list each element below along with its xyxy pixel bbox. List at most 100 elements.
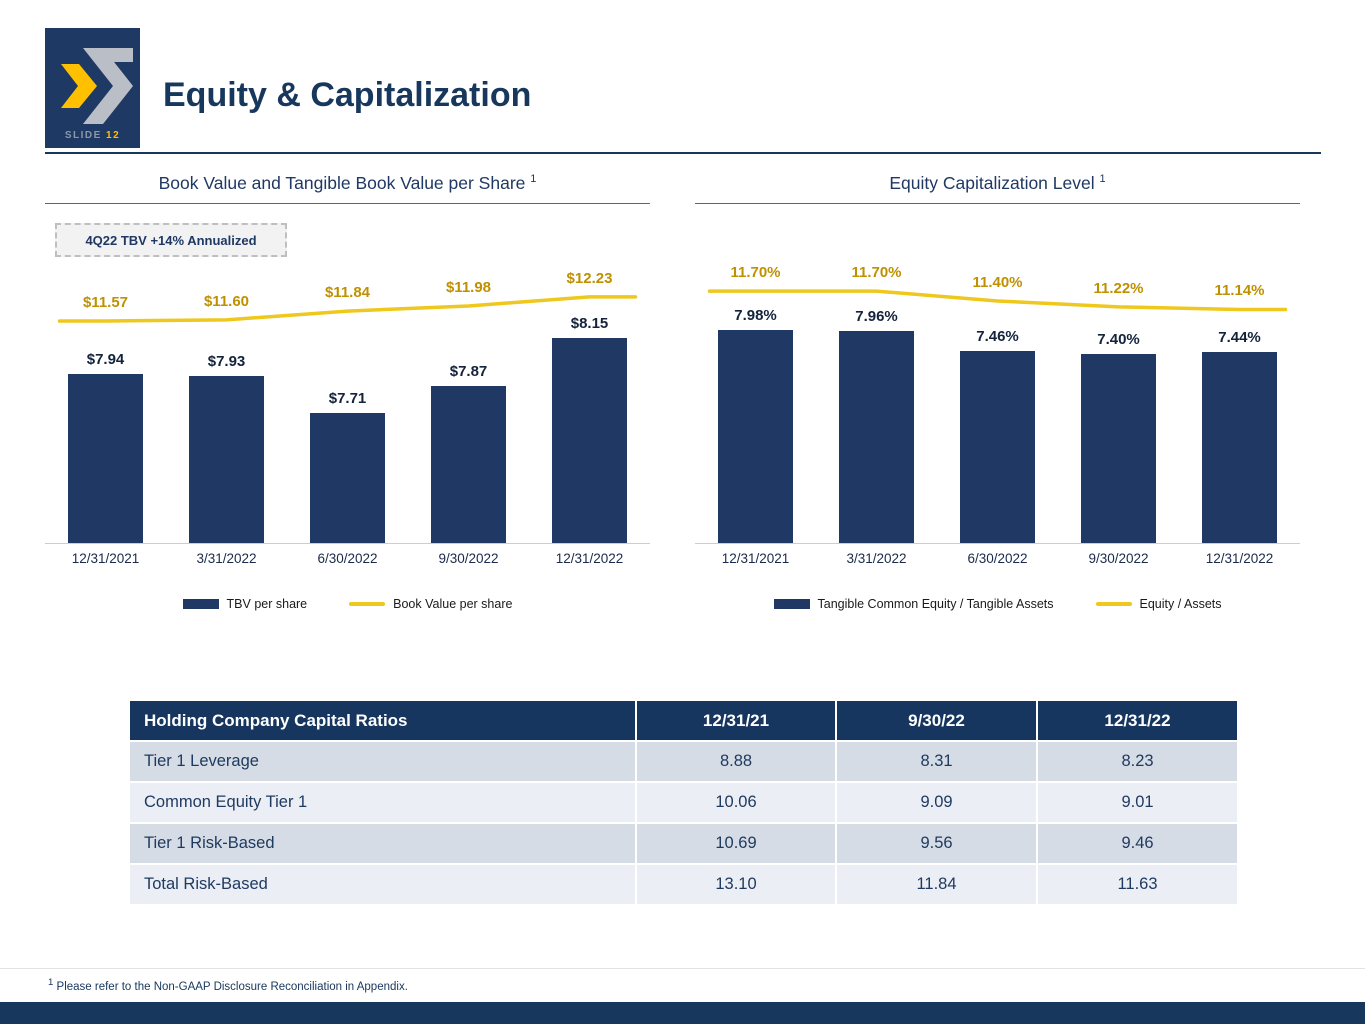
row-value: 11.63 — [1036, 863, 1237, 904]
bar-value-label: $7.93 — [207, 352, 246, 370]
right-chart-x-axis — [695, 543, 1300, 544]
footnote-text: Please refer to the Non-GAAP Disclosure … — [56, 980, 408, 993]
legend-label: Book Value per share — [393, 597, 513, 611]
row-value: 8.31 — [835, 740, 1036, 781]
legend-item-equity-assets: Equity / Assets — [1095, 597, 1222, 611]
left-chart-title-underline — [45, 203, 650, 204]
legend-label: Equity / Assets — [1139, 597, 1222, 611]
left-chart-legend: TBV per share Book Value per share — [45, 597, 650, 611]
slide-label: SLIDE — [64, 130, 102, 141]
left-chart-plot: $7.94 $7.93 $7.71 $7.87 $8.15 $11.57 $11.60 $11… — [45, 265, 650, 544]
x-axis-label: 6/30/2022 — [967, 551, 1028, 566]
row-value: 8.88 — [635, 740, 835, 781]
footer-divider — [0, 968, 1365, 969]
left-chart-title-footnote-ref: 1 — [530, 173, 537, 186]
row-label: Total Risk-Based — [130, 863, 635, 904]
table-row: Tier 1 Leverage 8.88 8.31 8.23 — [130, 740, 1237, 781]
bar-value-label: $7.87 — [449, 363, 488, 381]
header-divider — [45, 152, 1321, 154]
x-axis-label: 3/31/2022 — [846, 551, 907, 566]
line-value-label: $11.84 — [324, 284, 371, 302]
table-row: Tier 1 Risk-Based 10.69 9.56 9.46 — [130, 822, 1237, 863]
right-chart-title-text: Equity Capitalization Level — [889, 173, 1095, 193]
bar-value-label: $7.94 — [86, 351, 125, 369]
bar-value-label: $7.71 — [328, 390, 367, 408]
bar-value-label: 7.96% — [855, 308, 898, 326]
row-value: 13.10 — [635, 863, 835, 904]
x-axis-label: 12/31/2021 — [71, 551, 140, 566]
table-row: Total Risk-Based 13.10 11.84 11.63 — [130, 863, 1237, 904]
bar-9/30/2022 — [431, 386, 506, 543]
bar-value-label: 7.98% — [734, 307, 777, 325]
legend-label: Tangible Common Equity / Tangible Assets — [817, 597, 1054, 611]
company-logo: SLIDE 12 — [45, 28, 140, 148]
bar-value-label: 7.44% — [1218, 329, 1261, 347]
x-axis-label: 12/31/2021 — [721, 551, 790, 566]
line-swatch-icon — [1095, 602, 1132, 606]
row-value: 10.06 — [635, 781, 835, 822]
left-chart-x-labels: 12/31/2021 3/31/2022 6/30/2022 9/30/2022 12/… — [45, 551, 650, 566]
right-chart-title-underline — [695, 203, 1300, 204]
row-value: 10.69 — [635, 822, 835, 863]
legend-label: TBV per share — [226, 597, 308, 611]
column-header: 12/31/21 — [635, 701, 835, 740]
footnote: 1 Please refer to the Non-GAAP Disclosur… — [48, 977, 408, 993]
legend-item-book-value-per-share: Book Value per share — [349, 597, 512, 611]
row-value: 9.56 — [835, 822, 1036, 863]
column-header: 9/30/22 — [835, 701, 1036, 740]
legend-item-tbv-per-share: TBV per share — [182, 597, 308, 611]
bar-12/31/2021 — [68, 374, 143, 543]
bar-3/31/2022 — [189, 375, 264, 543]
line-value-label: $11.98 — [445, 278, 492, 296]
bar-swatch-icon — [182, 599, 219, 609]
book-value-chart-panel: Book Value and Tangible Book Value per S… — [45, 165, 650, 611]
page-title: Equity & Capitalization — [163, 76, 532, 114]
line-value-label: 11.40% — [972, 273, 1023, 291]
right-chart-legend: Tangible Common Equity / Tangible Assets… — [695, 597, 1300, 611]
row-label: Tier 1 Leverage — [130, 740, 635, 781]
bar-value-label: 7.40% — [1097, 330, 1140, 348]
row-label: Common Equity Tier 1 — [130, 781, 635, 822]
x-axis-label: 12/31/2022 — [555, 551, 624, 566]
left-chart-title-text: Book Value and Tangible Book Value per S… — [158, 173, 526, 193]
left-chart-title: Book Value and Tangible Book Value per S… — [45, 165, 650, 194]
bar-value-label: 7.46% — [976, 328, 1019, 346]
row-value: 11.84 — [835, 863, 1036, 904]
logo-mark-icon — [61, 48, 133, 124]
line-value-label: 11.22% — [1093, 279, 1144, 297]
table-header-row: Holding Company Capital Ratios 12/31/21 … — [130, 701, 1237, 740]
bar-9/30/2022 — [1081, 353, 1156, 543]
trend-line — [57, 295, 638, 323]
column-header: 12/31/22 — [1036, 701, 1237, 740]
line-value-label: 11.14% — [1214, 282, 1265, 300]
table-title: Holding Company Capital Ratios — [130, 701, 635, 740]
line-value-label: $11.57 — [82, 293, 129, 311]
bar-6/30/2022 — [310, 413, 385, 543]
bar-12/31/2022 — [1202, 352, 1277, 543]
row-value: 9.09 — [835, 781, 1036, 822]
footnote-ref: 1 — [48, 977, 54, 988]
right-chart-title: Equity Capitalization Level 1 — [695, 165, 1300, 194]
tbv-annualized-callout: 4Q22 TBV +14% Annualized — [55, 223, 287, 257]
right-chart-x-labels: 12/31/2021 3/31/2022 6/30/2022 9/30/2022 12/… — [695, 551, 1300, 566]
left-chart-x-axis — [45, 543, 650, 544]
capital-ratios-table: Holding Company Capital Ratios 12/31/21 … — [130, 701, 1237, 904]
slide-number-caption: SLIDE 12 — [45, 130, 140, 141]
footer-bar — [0, 1002, 1365, 1024]
line-value-label: 11.70% — [851, 264, 902, 282]
x-axis-label: 9/30/2022 — [438, 551, 499, 566]
row-value: 8.23 — [1036, 740, 1237, 781]
bar-value-label: $8.15 — [570, 315, 609, 333]
row-label: Tier 1 Risk-Based — [130, 822, 635, 863]
trend-line — [707, 289, 1288, 312]
bar-12/31/2022 — [552, 338, 627, 543]
x-axis-label: 12/31/2022 — [1205, 551, 1274, 566]
line-swatch-icon — [349, 602, 386, 606]
right-chart-plot: 7.98% 7.96% 7.46% 7.40% 7.44% 11.70% 11.70% 11.… — [695, 264, 1300, 544]
table-row: Common Equity Tier 1 10.06 9.09 9.01 — [130, 781, 1237, 822]
row-value: 9.01 — [1036, 781, 1237, 822]
slide-number: 12 — [106, 130, 121, 141]
line-value-label: $12.23 — [566, 269, 613, 287]
line-value-label: 11.70% — [730, 264, 781, 282]
